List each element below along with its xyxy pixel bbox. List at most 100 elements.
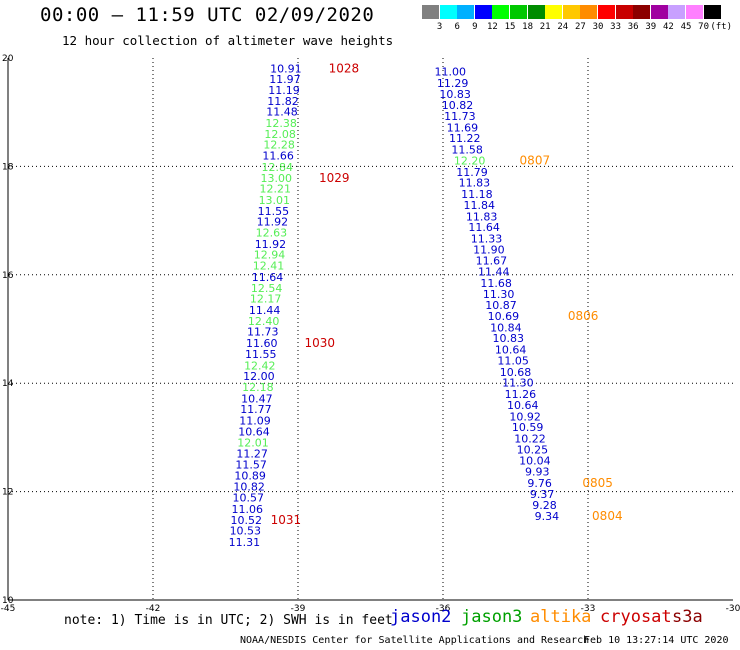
wave-height-label: 10.04 xyxy=(519,455,551,468)
wave-height-label: 11.18 xyxy=(461,188,493,201)
wave-height-label: 10.22 xyxy=(514,432,546,445)
wave-height-label: 11.64 xyxy=(468,221,500,234)
wave-height-label: 11.64 xyxy=(252,271,284,284)
color-swatch xyxy=(510,5,527,19)
wave-height-label: 12.28 xyxy=(263,139,295,152)
y-tick-label: 16 xyxy=(2,271,14,281)
y-tick-label: 18 xyxy=(2,162,14,172)
color-scale-label: 21 xyxy=(539,22,551,32)
wave-height-label: 10.68 xyxy=(500,366,532,379)
color-scale-label: 18 xyxy=(522,22,534,32)
wave-height-label: 11.31 xyxy=(229,536,261,549)
y-tick-label: 10 xyxy=(2,596,14,606)
x-tick-label: -42 xyxy=(146,604,161,614)
color-swatch xyxy=(562,5,580,19)
color-swatch xyxy=(545,5,563,19)
x-tick-label: -36 xyxy=(436,604,451,614)
wave-height-label: 11.73 xyxy=(444,110,476,123)
wave-height-label: 11.90 xyxy=(473,243,505,256)
wave-height-label: 10.64 xyxy=(495,344,527,357)
color-swatch xyxy=(650,5,668,19)
wave-height-label: 11.92 xyxy=(255,238,287,251)
wave-height-label: 11.22 xyxy=(449,132,481,145)
wave-height-label: 11.58 xyxy=(451,144,483,157)
wave-height-label: 11.19 xyxy=(268,84,300,97)
x-tick-label: -45 xyxy=(1,604,16,614)
chart-subtitle: 12 hour collection of altimeter wave hei… xyxy=(62,33,394,48)
wave-height-label: 13.00 xyxy=(261,172,293,185)
wave-height-label: 11.26 xyxy=(505,388,537,401)
wave-height-label: 11.68 xyxy=(480,277,512,290)
wave-height-label: 9.28 xyxy=(532,499,557,512)
wave-height-label: 10.25 xyxy=(517,443,549,456)
pass-time-label: 0804 xyxy=(592,509,623,523)
wave-height-label: 11.66 xyxy=(262,150,294,163)
color-scale-label: 39 xyxy=(645,22,657,32)
pass-time-label: 0806 xyxy=(568,309,599,323)
wave-height-label: 10.59 xyxy=(512,421,544,434)
y-tick-label: 14 xyxy=(2,379,14,389)
wave-height-label: 10.83 xyxy=(439,88,471,101)
y-tick-label: 12 xyxy=(2,488,13,498)
wave-height-label: 11.00 xyxy=(435,66,467,79)
wave-height-label: 9.34 xyxy=(535,510,560,523)
color-scale-label: 45 xyxy=(680,22,692,32)
pass-time-label: 1030 xyxy=(304,336,335,350)
color-swatch xyxy=(492,5,510,19)
legend-s3a: s3a xyxy=(672,607,703,627)
wave-height-label: 11.30 xyxy=(483,288,515,301)
wave-height-label: 10.64 xyxy=(238,425,270,438)
wave-height-label: 11.29 xyxy=(437,77,469,90)
color-swatch xyxy=(457,5,475,19)
color-swatch xyxy=(703,5,721,19)
y-tick-label: 20 xyxy=(2,54,14,64)
wave-height-label: 12.40 xyxy=(248,315,280,328)
wave-height-label: 11.79 xyxy=(456,166,488,179)
wave-height-label: 10.82 xyxy=(233,481,265,494)
color-swatch xyxy=(422,5,439,19)
wave-height-label: 12.41 xyxy=(253,260,285,273)
color-swatch xyxy=(580,5,598,19)
legend-cryosat: cryosat xyxy=(600,607,672,627)
wave-height-label: 12.00 xyxy=(243,370,275,383)
pass-time-label: 1029 xyxy=(319,171,350,185)
wave-height-label: 11.60 xyxy=(246,337,278,350)
color-scale-label: 42 xyxy=(662,22,674,32)
color-scale-label: 15 xyxy=(504,22,516,32)
wave-height-label: 10.82 xyxy=(442,99,474,112)
wave-height-label: 9.37 xyxy=(530,488,555,501)
wave-height-label: 11.06 xyxy=(232,503,264,516)
wave-height-label: 12.84 xyxy=(261,161,293,174)
color-swatch xyxy=(615,5,633,19)
wave-height-label: 10.53 xyxy=(230,525,262,538)
pass-time-label: 1031 xyxy=(271,513,302,527)
color-scale-label: 36 xyxy=(627,22,639,32)
wave-height-label: 11.82 xyxy=(267,95,299,108)
wave-height-label: 11.77 xyxy=(240,403,272,416)
wave-height-label: 10.57 xyxy=(232,492,264,505)
x-tick-label: -30 xyxy=(726,604,740,614)
color-swatch xyxy=(439,5,457,19)
color-scale-label: 70 xyxy=(698,22,710,32)
wave-height-label: 12.42 xyxy=(244,359,276,372)
wave-height-label: 10.83 xyxy=(493,332,525,345)
timestamp: Feb 10 13:27:14 UTC 2020 xyxy=(584,635,729,646)
wave-height-label: 9.76 xyxy=(527,477,552,490)
wave-height-label: 11.84 xyxy=(464,199,496,212)
wave-height-label: 10.91 xyxy=(270,62,302,75)
wave-height-label: 10.84 xyxy=(490,321,522,334)
wave-height-label: 11.48 xyxy=(266,106,298,119)
color-scale-label: 6 xyxy=(454,22,460,32)
wave-height-label: 11.67 xyxy=(476,255,508,268)
wave-height-label: 10.69 xyxy=(488,310,520,323)
wave-height-label: 12.01 xyxy=(237,436,269,449)
color-scale-label: 30 xyxy=(592,22,604,32)
color-swatch xyxy=(598,5,615,19)
color-swatch xyxy=(668,5,686,19)
x-tick-label: -33 xyxy=(581,604,596,614)
wave-height-label: 11.09 xyxy=(239,415,271,428)
wave-height-label: 11.55 xyxy=(245,348,277,361)
wave-height-label: 11.33 xyxy=(471,232,503,245)
wave-height-label: 12.21 xyxy=(260,183,292,196)
color-scale-label: 24 xyxy=(557,22,569,32)
